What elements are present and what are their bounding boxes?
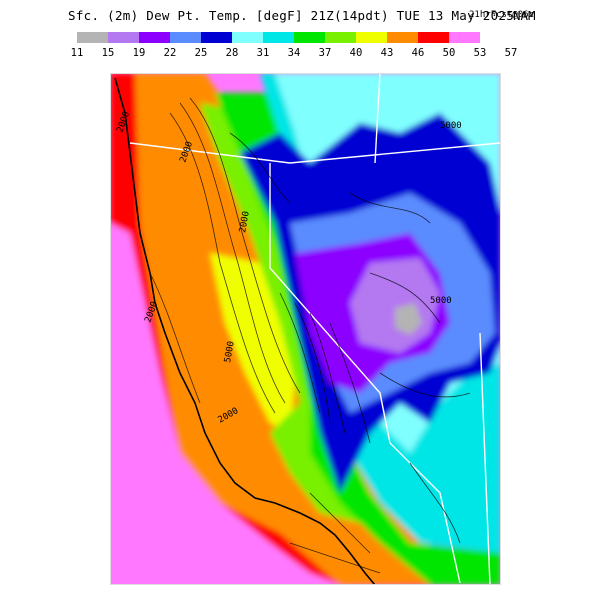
colorbar-ticks: 11 15 19 22 25 28 31 34 37 40 43 46 50 53 57	[0, 47, 611, 61]
contour-label-6: 5000	[440, 121, 462, 131]
colorbar-swatch	[263, 32, 294, 43]
colorbar-swatch	[201, 32, 232, 43]
title-model: NAM	[513, 8, 536, 23]
map-frame	[110, 73, 501, 585]
field-37-40	[200, 103, 360, 523]
state-boundaries	[129, 73, 501, 585]
colorbar-tick-label: 53	[473, 47, 487, 59]
title-run: 21hrFcst@06z	[469, 10, 535, 20]
colorbar-swatch	[387, 32, 418, 43]
colorbar-swatch	[108, 32, 139, 43]
title-main: Sfc. (2m) Dew Pt. Temp. [degF] 21Z(14pdt…	[68, 8, 515, 23]
contour-label-7: 5000	[430, 296, 452, 306]
coastline	[114, 77, 376, 585]
colorbar	[77, 32, 480, 43]
colorbar-tick-label: 19	[132, 47, 146, 59]
dewpoint-map: 2000 2000 2000 2000 2000 5000 5000 5000	[110, 73, 501, 585]
colorbar-swatch	[356, 32, 387, 43]
colorbar-swatch	[77, 32, 108, 43]
colorbar-tick-label: 22	[163, 47, 177, 59]
colorbar-swatch	[232, 32, 263, 43]
field-11-15	[395, 303, 422, 335]
colorbar-tick-label: 57	[504, 47, 518, 59]
colorbar-tick-label: 50	[442, 47, 456, 59]
contour-label-5: 2000	[238, 210, 252, 233]
colorbar-tick-label: 46	[411, 47, 425, 59]
colorbar-swatch	[170, 32, 201, 43]
map-svg: 2000 2000 2000 2000 2000 5000 5000 5000	[110, 73, 501, 585]
colorbar-tick-label: 28	[225, 47, 239, 59]
colorbar-tick-label: 37	[318, 47, 332, 59]
colorbar-tick-label: 34	[287, 47, 301, 59]
colorbar-tick-label: 15	[101, 47, 115, 59]
colorbar-swatch	[449, 32, 480, 43]
colorbar-tick-label: 43	[380, 47, 394, 59]
field-50-53-north	[110, 223, 340, 585]
colorbar-tick-label: 40	[349, 47, 363, 59]
colorbar-tick-label: 31	[256, 47, 270, 59]
colorbar-swatch	[294, 32, 325, 43]
contour-label-8: 5000	[223, 340, 237, 363]
chart-title: Sfc. (2m) Dew Pt. Temp. [degF] 21Z(14pdt…	[0, 8, 611, 24]
colorbar-swatch	[325, 32, 356, 43]
colorbar-tick-label: 25	[194, 47, 208, 59]
colorbar-swatch	[139, 32, 170, 43]
colorbar-swatch	[418, 32, 449, 43]
terrain-contours	[149, 97, 471, 574]
field-15-19	[350, 258, 440, 353]
colorbar-tick-label: 11	[70, 47, 84, 59]
